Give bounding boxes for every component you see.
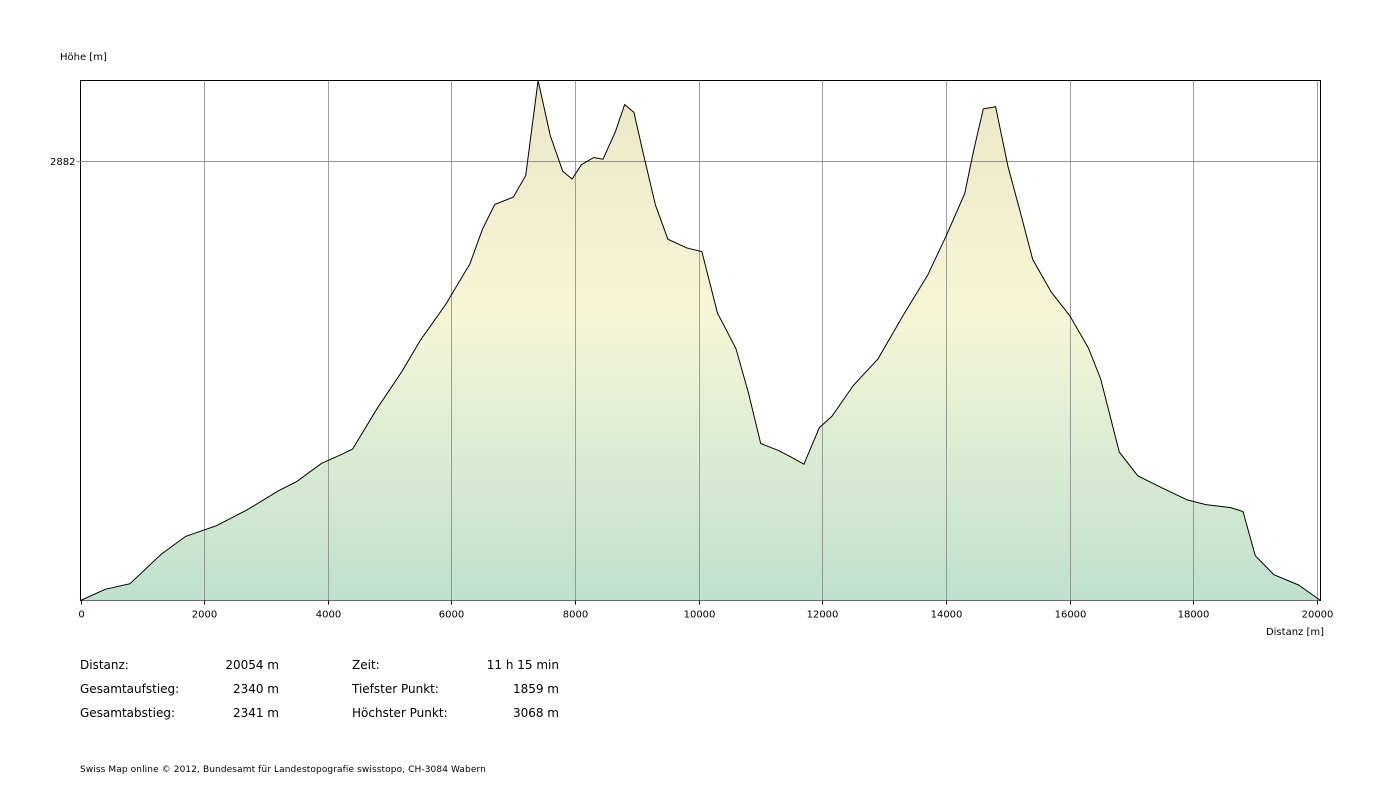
y-tick-label: 2882 bbox=[50, 157, 75, 168]
x-tick-labels: 0 2000 4000 6000 8000 10000 12000 14000 16000 180… bbox=[78, 600, 1334, 621]
time-label: Zeit: bbox=[352, 658, 380, 672]
lowest-point-label: Tiefster Punkt: bbox=[352, 682, 439, 696]
highest-point-value: 3068 m bbox=[512, 706, 559, 720]
x-tick-label: 10000 bbox=[684, 610, 716, 621]
x-tick-label: 16000 bbox=[1055, 610, 1087, 621]
y-axis-title: Höhe [m] bbox=[60, 52, 107, 63]
route-statistics: Distanz: 20054 m Zeit: 11 h 15 min Gesam… bbox=[80, 658, 570, 730]
y-tick-labels: 2882 bbox=[50, 157, 75, 168]
elevation-area bbox=[80, 80, 1321, 601]
ascent-value: 2340 m bbox=[232, 682, 279, 696]
gridlines-overlay bbox=[76, 80, 1321, 601]
x-tick-label: 6000 bbox=[439, 610, 464, 621]
x-tick-label: 8000 bbox=[563, 610, 588, 621]
x-tick-label: 2000 bbox=[192, 610, 217, 621]
x-tick-label: 20000 bbox=[1302, 610, 1334, 621]
distance-value: 20054 m bbox=[225, 658, 279, 672]
stat-row-2: Gesamtaufstieg: 2340 m Tiefster Punkt: 1… bbox=[80, 682, 570, 706]
copyright-notice: Swiss Map online © 2012, Bundesamt für L… bbox=[80, 765, 486, 775]
elevation-line bbox=[80, 80, 1321, 601]
highest-point-label: Höchster Punkt: bbox=[352, 706, 448, 720]
x-tick-label: 4000 bbox=[316, 610, 341, 621]
x-tick-label: 14000 bbox=[931, 610, 963, 621]
x-tick-label: 18000 bbox=[1178, 610, 1210, 621]
elevation-profile-chart: 0 2000 4000 6000 8000 10000 12000 14000 16000 180… bbox=[50, 52, 1334, 638]
x-tick-label: 0 bbox=[78, 610, 84, 621]
descent-label: Gesamtabstieg: bbox=[80, 706, 175, 720]
stat-row-3: Gesamtabstieg: 2341 m Höchster Punkt: 30… bbox=[80, 706, 570, 730]
lowest-point-value: 1859 m bbox=[512, 682, 559, 696]
x-tick-label: 12000 bbox=[807, 610, 839, 621]
time-value: 11 h 15 min bbox=[486, 658, 559, 672]
stat-row-1: Distanz: 20054 m Zeit: 11 h 15 min bbox=[80, 658, 570, 682]
ascent-label: Gesamtaufstieg: bbox=[80, 682, 180, 696]
distance-label: Distanz: bbox=[80, 658, 129, 672]
x-axis-title: Distanz [m] bbox=[1266, 627, 1324, 638]
descent-value: 2341 m bbox=[232, 706, 279, 720]
